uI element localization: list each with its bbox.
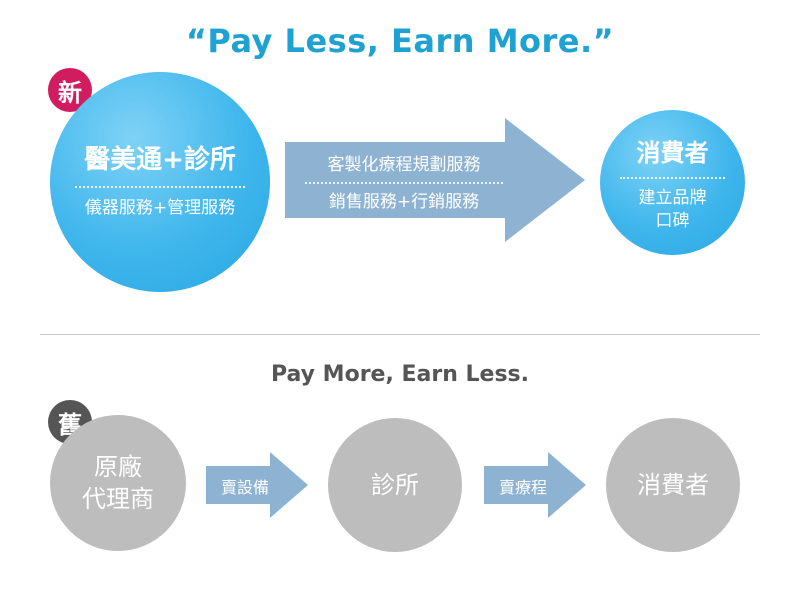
source-circle: 醫美通+診所 儀器服務+管理服務 <box>50 72 270 292</box>
arrow-1-label: 賣設備 <box>220 478 269 497</box>
big-arrow-line2: 銷售服務+行銷服務 <box>328 192 480 212</box>
big-arrow-line1: 客製化療程規劃服務 <box>327 155 481 175</box>
target-circle: 消費者 建立品牌 口碑 <box>600 110 745 255</box>
clinic-circle: 診所 <box>328 418 462 552</box>
target-line2a: 建立品牌 <box>638 188 707 209</box>
big-arrow-divider <box>305 182 503 184</box>
new-model-title: “Pay Less, Earn More.” <box>185 22 615 60</box>
section-divider <box>40 334 760 335</box>
new-badge: 新 <box>48 68 92 112</box>
vendor-line1: 原廠 <box>94 452 142 481</box>
source-divider <box>75 186 245 189</box>
target-line1: 消費者 <box>636 139 709 168</box>
arrow-1-shape <box>206 452 308 518</box>
source-line1: 醫美通+診所 <box>84 145 236 176</box>
target-line2b: 口碑 <box>655 210 690 231</box>
vendor-line2: 代理商 <box>82 485 154 513</box>
old-model-title: Pay More, Earn Less. <box>270 362 530 387</box>
consumer-label: 消費者 <box>637 470 709 499</box>
vendor-circle: 原廠 代理商 <box>50 415 186 551</box>
big-arrow-shape <box>285 118 585 242</box>
consumer-circle: 消費者 <box>606 418 740 552</box>
clinic-label: 診所 <box>371 470 419 499</box>
arrow-2-label: 賣療程 <box>498 478 547 497</box>
source-line2: 儀器服務+管理服務 <box>84 198 236 219</box>
arrow-2-shape <box>484 452 586 518</box>
target-divider <box>620 177 725 180</box>
